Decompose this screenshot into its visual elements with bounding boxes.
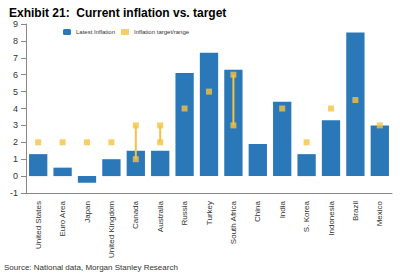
svg-text:Euro Area: Euro Area (58, 200, 67, 236)
svg-text:6: 6 (13, 70, 18, 80)
svg-text:Turkey: Turkey (205, 201, 214, 225)
svg-text:China: China (253, 200, 262, 221)
svg-text:Indonesia: Indonesia (327, 200, 336, 235)
svg-text:9: 9 (13, 19, 18, 29)
svg-text:Brazil: Brazil (351, 201, 360, 221)
svg-text:Canada: Canada (131, 200, 140, 229)
svg-text:5: 5 (13, 87, 18, 97)
svg-text:United Kingdom: United Kingdom (107, 201, 116, 258)
svg-text:South Africa: South Africa (229, 200, 238, 244)
svg-text:Australia: Australia (156, 200, 165, 232)
svg-text:Mexico: Mexico (375, 200, 384, 226)
svg-text:Russia: Russia (180, 200, 189, 225)
svg-text:0: 0 (13, 171, 18, 181)
svg-text:8: 8 (13, 36, 18, 46)
svg-text:Latest Inflation: Latest Inflation (76, 29, 115, 35)
svg-text:3: 3 (13, 120, 18, 130)
svg-text:S. Korea: S. Korea (302, 200, 311, 232)
svg-text:1: 1 (13, 154, 18, 164)
svg-text:United States: United States (34, 201, 43, 249)
svg-text:Exhibit 21: Current inflation: Exhibit 21: Current inflation vs. target (9, 6, 226, 20)
svg-text:Inflation target/range: Inflation target/range (134, 29, 190, 35)
svg-text:-1: -1 (10, 188, 18, 198)
svg-text:India: India (278, 200, 287, 218)
svg-text:4: 4 (13, 104, 18, 114)
svg-text:2: 2 (13, 137, 18, 147)
svg-text:Japan: Japan (83, 201, 92, 223)
svg-text:Source: National data, Morgan: Source: National data, Morgan Stanley Re… (4, 263, 178, 272)
svg-text:7: 7 (13, 53, 18, 63)
